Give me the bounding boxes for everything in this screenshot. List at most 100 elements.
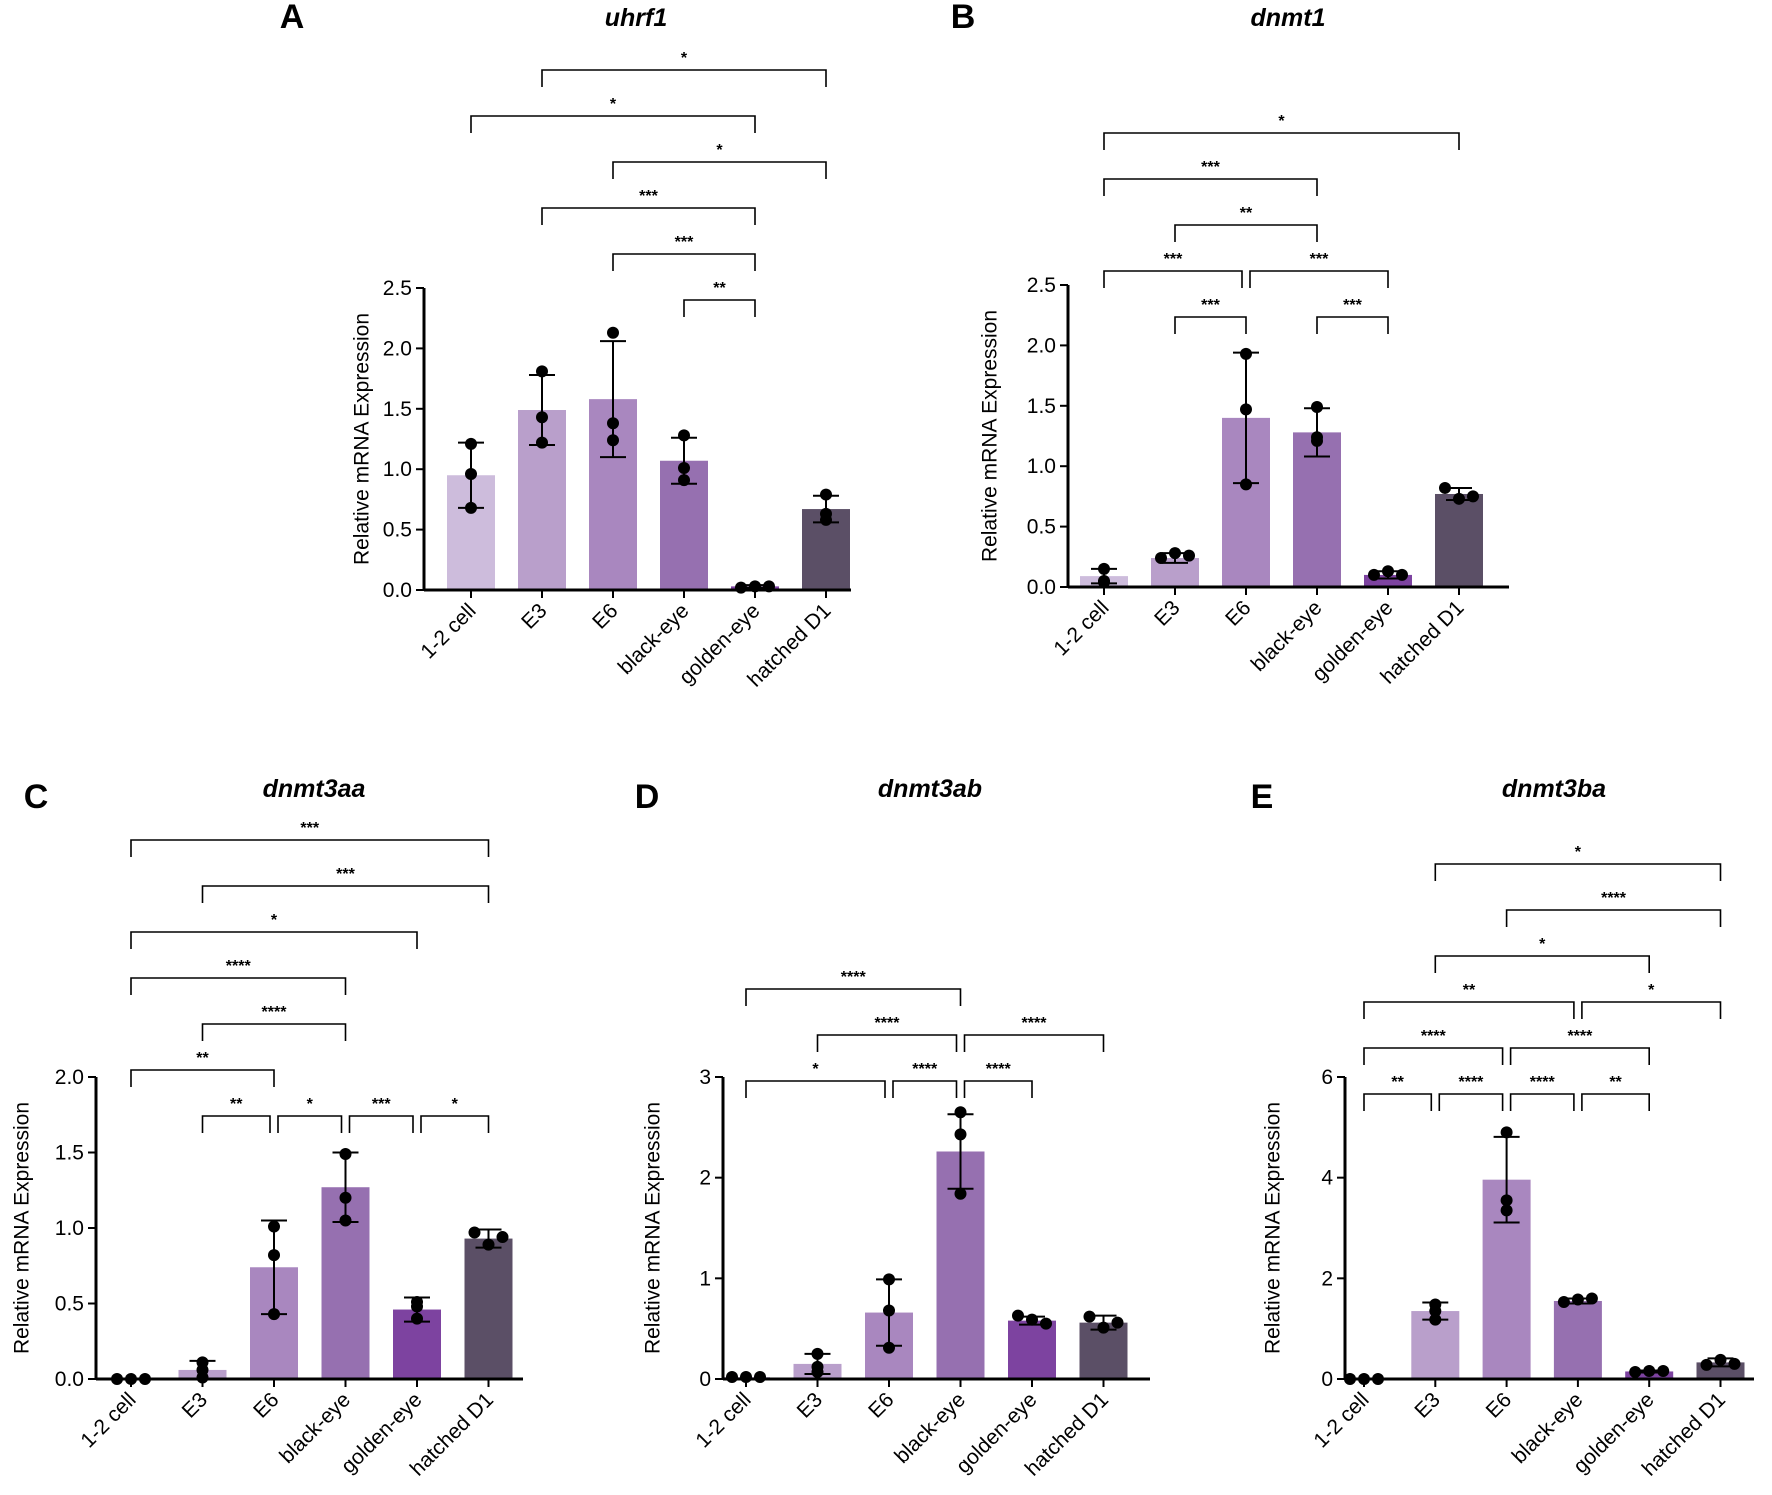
significance-label: **** bbox=[1022, 1015, 1048, 1032]
x-tick-label: E3 bbox=[1150, 596, 1184, 630]
panel-letter: E bbox=[1251, 778, 1274, 816]
data-point bbox=[465, 468, 477, 481]
y-axis-label: Relative mRNA Expression bbox=[1261, 1102, 1284, 1354]
significance-bracket: ** bbox=[1174, 205, 1318, 242]
significance-label: **** bbox=[1601, 890, 1627, 907]
significance-label: *** bbox=[372, 1096, 391, 1113]
significance-label: *** bbox=[1343, 297, 1362, 314]
significance-bracket: * bbox=[130, 912, 418, 949]
y-axis-label: Relative mRNA Expression bbox=[641, 1102, 664, 1354]
significance-bracket: * bbox=[1103, 113, 1460, 150]
significance-label: **** bbox=[1421, 1028, 1447, 1045]
x-tick-label: E3 bbox=[517, 599, 551, 633]
bar-3 bbox=[1293, 432, 1341, 587]
panel-letter: D bbox=[635, 778, 660, 816]
panel-letter: C bbox=[24, 778, 49, 816]
data-point bbox=[954, 1128, 967, 1141]
data-point bbox=[465, 501, 477, 514]
significance-label: * bbox=[1648, 982, 1655, 999]
data-point bbox=[1629, 1365, 1642, 1378]
significance-bracket: *** bbox=[1103, 159, 1318, 196]
data-point bbox=[1097, 1321, 1110, 1334]
significance-bracket: * bbox=[541, 50, 827, 87]
data-point bbox=[1429, 1305, 1442, 1318]
chart-title: dnmt3aa bbox=[263, 775, 366, 803]
significance-label: ** bbox=[1609, 1074, 1622, 1091]
data-point bbox=[1368, 568, 1380, 581]
y-tick-label: 2.5 bbox=[1027, 274, 1056, 297]
significance-label: *** bbox=[336, 866, 355, 883]
significance-label: **** bbox=[1530, 1074, 1556, 1091]
y-tick-label: 0.0 bbox=[55, 1368, 84, 1391]
x-tick-label: 1-2 cell bbox=[76, 1388, 140, 1452]
significance-bracket: **** bbox=[892, 1061, 958, 1098]
significance-bracket: **** bbox=[963, 1015, 1105, 1052]
significance-bracket: * bbox=[420, 1096, 490, 1133]
significance-bracket: *** bbox=[201, 866, 490, 903]
significance-bracket: * bbox=[745, 1061, 886, 1098]
significance-bracket: *** bbox=[612, 234, 756, 271]
x-tick-label: E6 bbox=[249, 1388, 283, 1422]
data-point bbox=[1311, 431, 1323, 444]
data-point bbox=[1657, 1364, 1670, 1377]
significance-bracket: * bbox=[1434, 844, 1722, 881]
data-point bbox=[1012, 1309, 1024, 1322]
y-tick-label: 0.0 bbox=[1027, 576, 1056, 599]
significance-bracket: * bbox=[277, 1096, 343, 1133]
data-point bbox=[339, 1214, 352, 1227]
data-point bbox=[268, 1220, 280, 1233]
panel-letter: A bbox=[280, 0, 305, 36]
y-axis-label: Relative mRNA Expression bbox=[978, 310, 1001, 562]
chart-title: uhrf1 bbox=[605, 4, 668, 32]
data-point bbox=[1643, 1364, 1656, 1377]
data-point bbox=[1083, 1310, 1096, 1323]
significance-label: *** bbox=[1310, 251, 1329, 268]
significance-label: **** bbox=[1458, 1074, 1484, 1091]
significance-bracket: **** bbox=[201, 1004, 347, 1041]
significance-label: * bbox=[1539, 936, 1546, 953]
data-point bbox=[1500, 1126, 1513, 1139]
significance-bracket: **** bbox=[1363, 1028, 1504, 1065]
y-axis-label: Relative mRNA Expression bbox=[350, 313, 373, 565]
data-point bbox=[811, 1360, 824, 1373]
data-point bbox=[811, 1347, 824, 1360]
data-point bbox=[735, 581, 747, 594]
significance-bracket: **** bbox=[745, 969, 962, 1006]
significance-label: ** bbox=[713, 280, 726, 297]
significance-bracket: **** bbox=[1505, 890, 1722, 927]
significance-bracket: ** bbox=[201, 1096, 271, 1133]
chart-title: dnmt1 bbox=[1251, 4, 1326, 32]
data-point bbox=[607, 417, 619, 430]
x-tick-label: E6 bbox=[1482, 1388, 1516, 1422]
significance-label: **** bbox=[912, 1061, 938, 1078]
y-tick-label: 2 bbox=[699, 1167, 711, 1190]
y-tick-label: 0.5 bbox=[1027, 516, 1056, 539]
data-point bbox=[339, 1148, 352, 1161]
significance-label: * bbox=[610, 96, 617, 113]
significance-bracket: * bbox=[1581, 982, 1722, 1019]
x-tick-label: E3 bbox=[793, 1388, 827, 1422]
significance-bracket: ** bbox=[1363, 982, 1575, 1019]
data-point bbox=[954, 1106, 967, 1119]
y-axis-label: Relative mRNA Expression bbox=[10, 1102, 33, 1354]
data-point bbox=[1240, 347, 1252, 360]
y-tick-label: 4 bbox=[1321, 1167, 1333, 1190]
significance-bracket: ** bbox=[1581, 1074, 1650, 1111]
x-tick-label: E6 bbox=[588, 599, 622, 633]
significance-bracket: *** bbox=[541, 188, 756, 225]
significance-label: * bbox=[452, 1096, 459, 1113]
x-tick-label: 1-2 cell bbox=[1049, 596, 1113, 660]
significance-label: *** bbox=[300, 820, 319, 837]
data-point bbox=[1557, 1295, 1570, 1308]
data-point bbox=[954, 1187, 967, 1200]
significance-label: **** bbox=[226, 958, 252, 975]
significance-bracket: ** bbox=[683, 280, 756, 317]
significance-bracket: *** bbox=[1249, 251, 1389, 288]
y-tick-label: 2.0 bbox=[1027, 334, 1056, 357]
chart-title: dnmt3ba bbox=[1502, 775, 1606, 803]
data-point bbox=[1098, 574, 1110, 587]
significance-bracket: **** bbox=[1509, 1074, 1575, 1111]
significance-label: *** bbox=[1164, 251, 1183, 268]
data-point bbox=[678, 461, 690, 474]
